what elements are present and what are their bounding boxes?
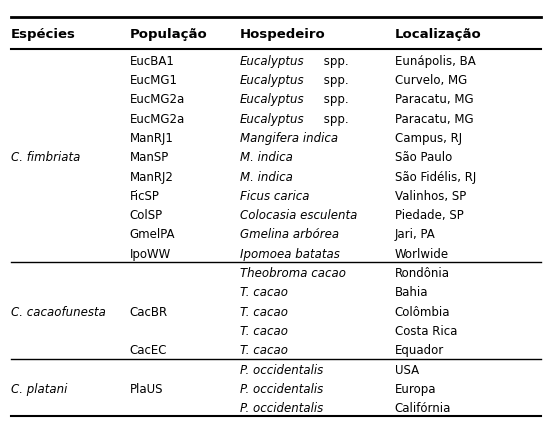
Text: Bahia: Bahia — [395, 286, 428, 299]
Text: P. occidentalis: P. occidentalis — [240, 401, 323, 414]
Text: Paracatu, MG: Paracatu, MG — [395, 93, 473, 106]
Text: T. cacao: T. cacao — [240, 324, 288, 337]
Text: Colômbia: Colômbia — [395, 305, 450, 318]
Text: Europa: Europa — [395, 382, 436, 395]
Text: Localização: Localização — [395, 28, 481, 41]
Text: ManRJ1: ManRJ1 — [130, 131, 173, 145]
Text: Eucalyptus: Eucalyptus — [240, 54, 305, 67]
Text: Eunápolis, BA: Eunápolis, BA — [395, 54, 475, 67]
Text: CacBR: CacBR — [130, 305, 168, 318]
Text: Hospedeiro: Hospedeiro — [240, 28, 326, 41]
Text: CacEC: CacEC — [130, 343, 167, 357]
Text: Paracatu, MG: Paracatu, MG — [395, 112, 473, 125]
Text: Valinhos, SP: Valinhos, SP — [395, 189, 466, 202]
Text: População: População — [130, 28, 208, 41]
Text: GmelPA: GmelPA — [130, 228, 175, 241]
Text: C. fimbriata: C. fimbriata — [11, 151, 81, 164]
Text: EucMG1: EucMG1 — [130, 74, 178, 87]
Text: EucMG2a: EucMG2a — [130, 93, 185, 106]
Text: Eucalyptus: Eucalyptus — [240, 93, 305, 106]
Text: Ipomoea batatas: Ipomoea batatas — [240, 247, 340, 260]
Text: C. platani: C. platani — [11, 382, 67, 395]
Text: Jari, PA: Jari, PA — [395, 228, 436, 241]
Text: spp.: spp. — [320, 74, 349, 87]
Text: PlaUS: PlaUS — [130, 382, 163, 395]
Text: Curvelo, MG: Curvelo, MG — [395, 74, 467, 87]
Text: FicSP: FicSP — [130, 189, 160, 202]
Text: P. occidentalis: P. occidentalis — [240, 363, 323, 376]
Text: ColSP: ColSP — [130, 208, 163, 222]
Text: Worlwide: Worlwide — [395, 247, 449, 260]
Text: Equador: Equador — [395, 343, 444, 357]
Text: C. cacaofunesta: C. cacaofunesta — [11, 305, 106, 318]
Text: São Paulo: São Paulo — [395, 151, 452, 164]
Text: São Fidélis, RJ: São Fidélis, RJ — [395, 170, 476, 183]
Text: T. cacao: T. cacao — [240, 343, 288, 357]
Text: Ficus carica: Ficus carica — [240, 189, 310, 202]
Text: Piedade, SP: Piedade, SP — [395, 208, 464, 222]
Text: ManSP: ManSP — [130, 151, 169, 164]
Text: Colocasia esculenta: Colocasia esculenta — [240, 208, 358, 222]
Text: spp.: spp. — [320, 93, 349, 106]
Text: Gmelina arbórea: Gmelina arbórea — [240, 228, 339, 241]
Text: IpoWW: IpoWW — [130, 247, 171, 260]
Text: Mangifera indica: Mangifera indica — [240, 131, 338, 145]
Text: ManRJ2: ManRJ2 — [130, 170, 173, 183]
Text: Califórnia: Califórnia — [395, 401, 451, 414]
Text: Campus, RJ: Campus, RJ — [395, 131, 462, 145]
Text: EucBA1: EucBA1 — [130, 54, 174, 67]
Text: M. indica: M. indica — [240, 170, 293, 183]
Text: Costa Rica: Costa Rica — [395, 324, 457, 337]
Text: EucMG2a: EucMG2a — [130, 112, 185, 125]
Text: Rondônia: Rondônia — [395, 266, 450, 279]
Text: M. indica: M. indica — [240, 151, 293, 164]
Text: Eucalyptus: Eucalyptus — [240, 74, 305, 87]
Text: P. occidentalis: P. occidentalis — [240, 382, 323, 395]
Text: USA: USA — [395, 363, 419, 376]
Text: Espécies: Espécies — [11, 28, 76, 41]
Text: spp.: spp. — [320, 54, 349, 67]
Text: T. cacao: T. cacao — [240, 286, 288, 299]
Text: Theobroma cacao: Theobroma cacao — [240, 266, 346, 279]
Text: spp.: spp. — [320, 112, 349, 125]
Text: Eucalyptus: Eucalyptus — [240, 112, 305, 125]
Text: T. cacao: T. cacao — [240, 305, 288, 318]
